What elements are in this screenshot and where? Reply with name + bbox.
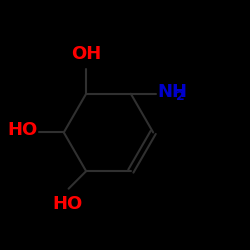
Text: HO: HO [8,122,38,140]
Text: NH: NH [157,83,187,101]
Text: 2: 2 [176,90,185,103]
Text: OH: OH [71,45,101,63]
Text: HO: HO [52,195,82,213]
